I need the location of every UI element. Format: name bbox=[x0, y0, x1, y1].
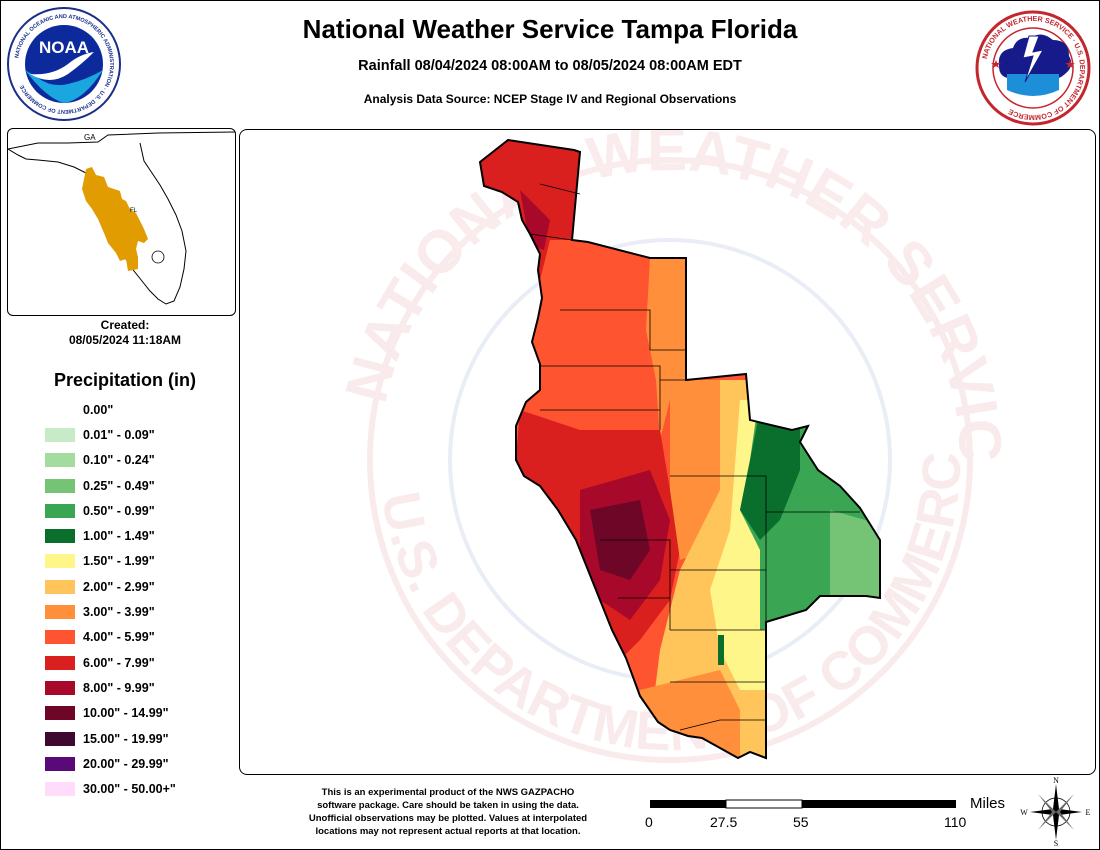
legend-swatch bbox=[45, 680, 75, 695]
created-datetime: 08/05/2024 11:18AM bbox=[68, 333, 182, 347]
compass-e: E bbox=[1086, 808, 1091, 817]
legend-swatch bbox=[45, 655, 75, 670]
scale-tick-27-5: 27.5 bbox=[710, 814, 738, 830]
scale-tick-110: 110 bbox=[944, 814, 967, 830]
legend-label: 10.00" - 14.99" bbox=[83, 706, 169, 721]
noaa-wordmark: NOAA bbox=[39, 38, 89, 57]
legend-label: 0.01" - 0.09" bbox=[83, 427, 155, 442]
legend-item: 10.00" - 14.99" bbox=[45, 701, 176, 726]
legend-swatch bbox=[45, 554, 75, 569]
scale-tick-0: 0 bbox=[645, 814, 653, 830]
legend-label: 0.10" - 0.24" bbox=[83, 453, 155, 468]
legend-item: 30.00" - 50.00+" bbox=[45, 776, 176, 801]
legend-title: Precipitation (in) bbox=[53, 370, 196, 390]
noaa-logo: NATIONAL OCEANIC AND ATMOSPHERIC ADMINIS… bbox=[7, 7, 121, 121]
legend-swatch bbox=[45, 402, 75, 417]
legend-swatch bbox=[45, 503, 75, 518]
scale-tick-55: 55 bbox=[793, 814, 809, 830]
legend-item: 0.50" - 0.99" bbox=[45, 498, 176, 523]
page-title: National Weather Service Tampa Florida bbox=[302, 14, 798, 44]
legend-item: 4.00" - 5.99" bbox=[45, 625, 176, 650]
main-map: NATIONAL WEATHER SERVICE U.S. DEPARTMENT… bbox=[239, 129, 1096, 775]
rain-zone-8-10in-north bbox=[520, 190, 550, 250]
legend-label: 1.00" - 1.49" bbox=[83, 529, 155, 544]
legend-label: 3.00" - 3.99" bbox=[83, 605, 155, 620]
precipitation-legend: 0.00" 0.01" - 0.09" 0.10" - 0.24" 0.25" - 0… bbox=[45, 397, 176, 802]
scale-unit-label: Miles bbox=[970, 795, 1006, 812]
rain-spot-1-1-5in bbox=[718, 635, 724, 665]
scale-bar bbox=[650, 799, 956, 809]
locator-inset-map: GA FL bbox=[7, 128, 236, 316]
created-label: Created: bbox=[100, 318, 150, 332]
legend-label: 8.00" - 9.99" bbox=[83, 680, 155, 695]
compass-w: W bbox=[1020, 808, 1028, 817]
disclaimer-line: locations may not represent actual repor… bbox=[315, 826, 581, 837]
legend-swatch bbox=[45, 782, 75, 797]
legend-swatch bbox=[45, 605, 75, 620]
county-lines bbox=[529, 183, 860, 731]
data-source: Analysis Data Source: NCEP Stage IV and … bbox=[363, 92, 737, 106]
inset-ga-label: GA bbox=[84, 133, 96, 142]
rain-zone-1-1-5in bbox=[740, 410, 800, 540]
legend-item: 1.00" - 1.49" bbox=[45, 523, 176, 548]
legend-item: 0.01" - 0.09" bbox=[45, 422, 176, 447]
compass-rose-icon: N S W E bbox=[1020, 776, 1091, 846]
legend-item: 3.00" - 3.99" bbox=[45, 599, 176, 624]
nws-logo: NATIONAL WEATHER SERVICE · U.S. DEPARTME… bbox=[975, 10, 1091, 126]
legend-label: 0.50" - 0.99" bbox=[83, 503, 155, 518]
legend-item: 20.00" - 29.99" bbox=[45, 751, 176, 776]
disclaimer-text: This is an experimental product of the N… bbox=[278, 786, 618, 838]
legend-swatch bbox=[45, 756, 75, 771]
legend-swatch bbox=[45, 579, 75, 594]
disclaimer-line: software package. Care should be taken i… bbox=[317, 800, 579, 811]
legend-item: 8.00" - 9.99" bbox=[45, 675, 176, 700]
legend-swatch bbox=[45, 427, 75, 442]
legend-item: 15.00" - 19.99" bbox=[45, 726, 176, 751]
disclaimer-line: Unofficial observations may be plotted. … bbox=[308, 813, 588, 824]
rain-zone-0-25-0-5in bbox=[830, 510, 880, 600]
legend-item: 0.25" - 0.49" bbox=[45, 473, 176, 498]
legend-item: 6.00" - 7.99" bbox=[45, 650, 176, 675]
region-outline bbox=[478, 138, 881, 760]
legend-label: 1.50" - 1.99" bbox=[83, 554, 155, 569]
legend-label: 6.00" - 7.99" bbox=[83, 655, 155, 670]
legend-swatch bbox=[45, 478, 75, 493]
disclaimer-line: This is an experimental product of the N… bbox=[321, 787, 575, 798]
rainfall-period: Rainfall 08/04/2024 08:00AM to 08/05/202… bbox=[358, 58, 742, 74]
legend-swatch bbox=[45, 706, 75, 721]
legend-swatch bbox=[45, 529, 75, 544]
legend-label: 2.00" - 2.99" bbox=[83, 579, 155, 594]
legend-label: 30.00" - 50.00+" bbox=[83, 782, 176, 797]
legend-item: 0.10" - 0.24" bbox=[45, 448, 176, 473]
legend-label: 0.25" - 0.49" bbox=[83, 478, 155, 493]
legend-label: 15.00" - 19.99" bbox=[83, 731, 169, 746]
legend-item: 0.00" bbox=[45, 397, 176, 422]
inset-fl-label: FL bbox=[130, 208, 138, 214]
legend-label: 0.00" bbox=[83, 402, 114, 417]
legend-item: 1.50" - 1.99" bbox=[45, 549, 176, 574]
created-stamp: Created: 08/05/2024 11:18AM bbox=[20, 318, 230, 348]
legend-swatch bbox=[45, 453, 75, 468]
legend-swatch bbox=[45, 630, 75, 645]
legend-item: 2.00" - 2.99" bbox=[45, 574, 176, 599]
highlighted-region bbox=[82, 167, 148, 271]
compass-n: N bbox=[1053, 776, 1059, 785]
legend-label: 20.00" - 29.99" bbox=[83, 756, 169, 771]
legend-swatch bbox=[45, 731, 75, 746]
legend-label: 4.00" - 5.99" bbox=[83, 630, 155, 645]
compass-s: S bbox=[1054, 839, 1058, 846]
